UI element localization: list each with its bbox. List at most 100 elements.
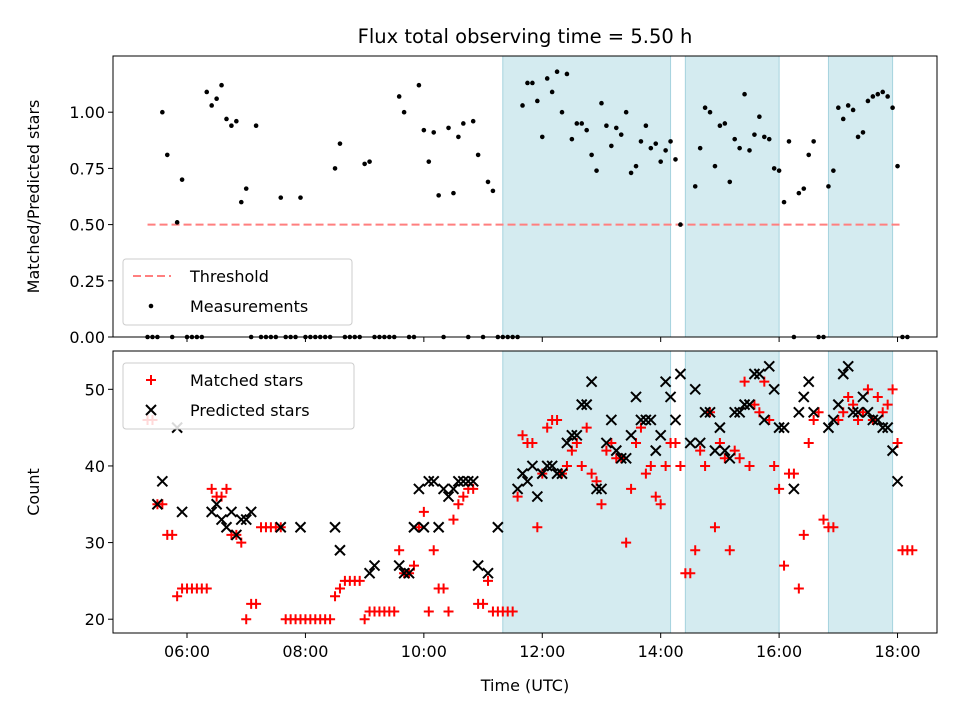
predicted-star-point (788, 483, 800, 495)
predicted-star-point (625, 429, 637, 442)
top-panel: 0.00 0.25 0.50 0.75 1.00 Flux total observin… (24, 25, 938, 347)
measurement-point (401, 109, 407, 115)
matched-star-point (774, 483, 785, 494)
measurement-point (589, 152, 594, 158)
predicted-star-point (176, 506, 188, 518)
predicted-star-point (659, 375, 672, 388)
bottom-y-tick-label: 40 (85, 457, 105, 476)
predicted-star-point (847, 406, 859, 419)
measurement-point (845, 103, 851, 108)
predicted-star-point (482, 567, 494, 579)
predicted-star-point (472, 559, 484, 572)
measurement-point (579, 121, 585, 126)
top-y-axis-label: Matched/Predicted stars (24, 100, 43, 294)
matched-star-point (423, 606, 434, 617)
predicted-star-point (635, 414, 647, 426)
measurement-point (574, 121, 580, 126)
measurement-point (446, 125, 451, 131)
predicted-star-point (413, 483, 425, 495)
bottom-y-axis-label: Count (24, 468, 43, 516)
measurement-point (638, 139, 644, 144)
bottom-markers (142, 360, 918, 625)
measurement-point (663, 148, 668, 153)
matched-star-point (512, 491, 523, 502)
matched-star-point (330, 591, 341, 602)
predicted-star-point (852, 406, 864, 419)
measurement-point (643, 123, 649, 128)
measurement-point (840, 116, 846, 122)
measurement-point (880, 89, 886, 95)
predicted-star-point (566, 429, 578, 442)
measurement-point (618, 132, 624, 137)
measurement-point (673, 157, 678, 162)
matched-star-point (833, 414, 844, 425)
measurement-point (362, 161, 367, 167)
matched-star-point (251, 598, 262, 609)
predicted-star-point (605, 414, 618, 426)
matched-star-point (779, 560, 790, 571)
top-axes-frame (112, 55, 938, 338)
predicted-star-point (719, 444, 731, 457)
measurement-point (485, 179, 491, 185)
measurement-point (520, 103, 525, 108)
measurement-point (599, 100, 604, 106)
top-y-tick-label: 0.50 (69, 216, 105, 235)
top-y-tick-label: 0.75 (69, 159, 105, 178)
predicted-star-point (595, 483, 608, 495)
bottom-y-tick-label: 20 (85, 610, 105, 629)
matched-star-point (872, 391, 883, 402)
bottom-shaded-interval (502, 350, 672, 634)
predicted-star-point (763, 360, 775, 373)
measurement-point (421, 127, 427, 133)
predicted-star-point (240, 513, 252, 526)
predicted-star-point (738, 398, 751, 411)
matched-star-point (413, 522, 424, 533)
predicted-star-point (724, 452, 736, 464)
measurement-point (204, 89, 210, 95)
measurement-point (776, 168, 782, 173)
legend-matched-swatch (146, 375, 156, 385)
matched-star-point (818, 514, 829, 525)
measurement-point (160, 109, 165, 115)
top-y-tick-label: 0.25 (69, 272, 105, 291)
predicted-star-point (423, 475, 435, 487)
matched-star-point (813, 407, 824, 418)
measurement-point (613, 125, 619, 131)
matched-star-point (596, 499, 607, 510)
predicted-star-point (827, 414, 840, 426)
predicted-star-point (773, 421, 785, 434)
predicted-star-point (669, 414, 682, 426)
measurement-point (811, 139, 816, 144)
matched-star-point (389, 606, 400, 617)
measurement-point (179, 177, 185, 182)
measurement-point (224, 116, 229, 122)
measurement-point (826, 184, 831, 189)
matched-star-point (724, 545, 735, 556)
predicted-star-point (536, 467, 548, 480)
measurement-point (747, 148, 752, 153)
predicted-star-point (447, 483, 460, 495)
predicted-star-point (205, 506, 218, 518)
bottom-y-axis: 20 30 40 50 (85, 380, 113, 629)
matched-star-point (601, 445, 612, 456)
predicted-star-point (822, 421, 835, 434)
matched-star-point (709, 522, 720, 533)
top-y-tick-label: 1.00 (69, 103, 105, 122)
matched-star-point (685, 568, 696, 579)
predicted-star-point (580, 398, 593, 411)
predicted-star-point (467, 475, 479, 487)
measurement-point (436, 193, 441, 198)
predicted-star-point (393, 559, 405, 572)
legend-label: Matched stars (190, 371, 303, 390)
measurement-point (278, 195, 284, 200)
top-shaded-intervals (502, 55, 894, 338)
measurement-point (416, 82, 422, 88)
matched-star-point (167, 529, 178, 540)
predicted-star-point (585, 375, 598, 388)
top-shaded-interval (827, 55, 894, 338)
matched-star-point (803, 437, 814, 448)
measurement-point (298, 195, 303, 200)
predicted-star-point (654, 429, 667, 442)
matched-star-point (843, 391, 854, 402)
top-legend: Threshold Measurements (122, 258, 353, 326)
